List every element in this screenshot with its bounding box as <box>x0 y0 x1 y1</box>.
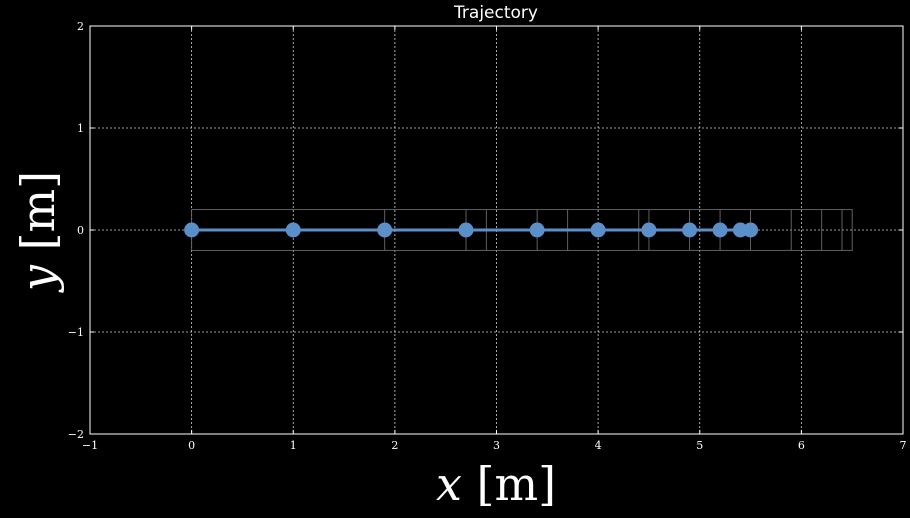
series-layer <box>184 222 759 238</box>
trajectory-point <box>285 222 301 238</box>
y-tick-label: −2 <box>68 428 84 441</box>
trajectory-point <box>529 222 545 238</box>
x-tick-label: 7 <box>900 439 907 452</box>
y-axis-label: y [m] <box>11 171 65 293</box>
x-tick-label: 6 <box>798 439 805 452</box>
x-tick-label: 2 <box>391 439 398 452</box>
trajectory-point <box>184 222 200 238</box>
trajectory-point <box>743 222 759 238</box>
x-tick-label: 5 <box>696 439 703 452</box>
y-tick-label: 2 <box>77 20 84 33</box>
chart-title: Trajectory <box>453 3 538 23</box>
y-tick-label: 0 <box>77 224 84 237</box>
trajectory-point <box>590 222 606 238</box>
x-tick-label: −1 <box>82 439 98 452</box>
trajectory-point <box>377 222 393 238</box>
x-tick-label: 1 <box>290 439 297 452</box>
x-tick-label: 4 <box>595 439 602 452</box>
y-tick-label: 1 <box>77 122 84 135</box>
trajectory-point <box>458 222 474 238</box>
y-tick-label: −1 <box>68 326 84 339</box>
x-tick-label: 3 <box>493 439 500 452</box>
x-tick-label: 0 <box>188 439 195 452</box>
trajectory-point <box>641 222 657 238</box>
y-axis-ticks: −2 −1 0 1 2 <box>68 20 903 441</box>
trajectory-point <box>682 222 698 238</box>
trajectory-point <box>712 222 728 238</box>
x-axis-ticks: −1 0 1 2 3 4 5 6 7 <box>82 26 907 452</box>
x-axis-label: x [m] <box>436 457 556 511</box>
